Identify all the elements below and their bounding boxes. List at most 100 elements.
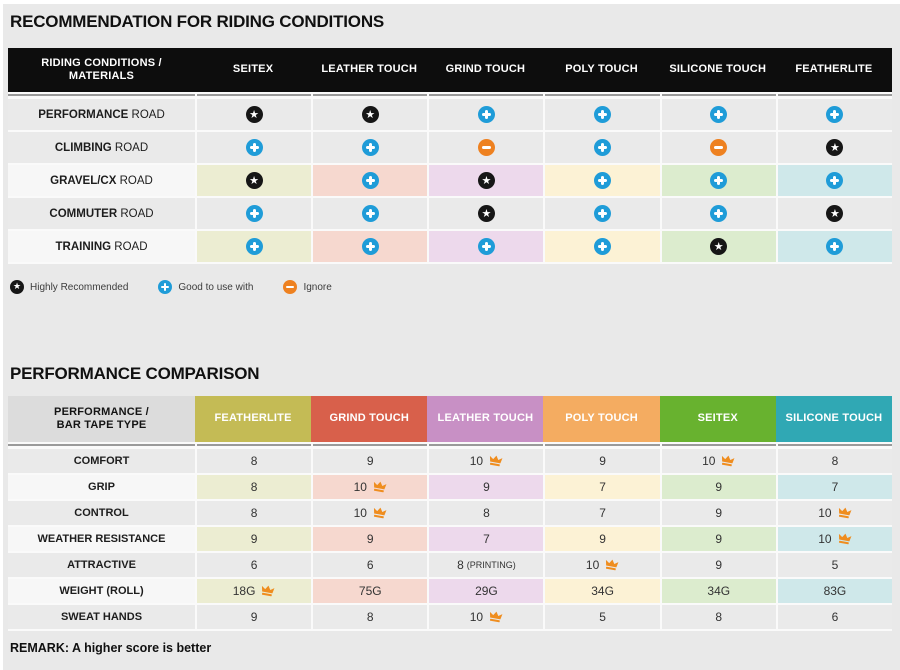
score-cell: 8 [775, 449, 892, 475]
score-cell: 8 [195, 449, 312, 475]
plus-icon [361, 172, 379, 189]
header-divider-segment [775, 92, 892, 99]
row-label-grip: GRIP [8, 475, 195, 501]
crown-icon [838, 507, 852, 519]
performance-table: PERFORMANCE / BAR TAPE TYPE FEATHERLITE GRI… [8, 396, 892, 631]
performance-table-corner-header: PERFORMANCE / BAR TAPE TYPE [8, 396, 195, 442]
header-divider-segment [543, 442, 660, 449]
score-cell: 9 [195, 527, 312, 553]
page: RECOMMENDATION FOR RIDING CONDITIONS RID… [3, 4, 900, 670]
header-divider-segment [659, 92, 776, 99]
score-value: 10 [818, 532, 832, 546]
crown-icon [490, 611, 503, 623]
score-cell: 6 [195, 553, 312, 579]
score-value: 10 [353, 480, 367, 494]
score-value: 7 [831, 480, 839, 494]
score-value: 8 [831, 454, 839, 468]
rating-cell [775, 99, 892, 132]
score-cell: 9 [659, 553, 776, 579]
score-cell: 10 [311, 475, 428, 501]
score-cell: 10 [659, 449, 776, 475]
star-icon: ★ [245, 172, 263, 189]
score-note: (PRINTING) [466, 560, 516, 570]
column-header-leather-touch: LEATHER TOUCH [311, 48, 428, 92]
plus-icon [361, 139, 379, 156]
score-cell: 10 [427, 449, 544, 475]
rating-cell [195, 231, 312, 264]
rating-cell [543, 132, 660, 165]
score-value: 9 [715, 480, 723, 494]
rating-cell [543, 231, 660, 264]
plus-icon [245, 139, 263, 156]
legend-label: Good to use with [178, 281, 254, 293]
column-header-grind-touch: GRIND TOUCH [311, 396, 428, 442]
column-header-seitex: SEITEX [659, 396, 776, 442]
rating-cell [311, 231, 428, 264]
star-icon: ★ [477, 205, 495, 222]
score-value: 10 [469, 454, 484, 468]
column-header-featherlite: FEATHERLITE [775, 48, 892, 92]
score-value: 8 [250, 506, 258, 520]
rating-cell [659, 132, 776, 165]
plus-icon [826, 106, 844, 123]
score-cell: 5 [543, 605, 660, 631]
header-divider-segment [195, 442, 312, 449]
crown-icon [262, 585, 275, 597]
score-value: 9 [483, 480, 490, 494]
score-cell: 8 [311, 605, 428, 631]
rating-cell [311, 198, 428, 231]
score-value: 8 [715, 610, 723, 624]
score-value: 9 [715, 506, 723, 520]
row-label-climbing-road: CLIMBING ROAD [8, 132, 195, 165]
score-cell: 9 [659, 527, 776, 553]
rating-cell: ★ [659, 231, 776, 264]
score-cell: 8 [195, 501, 312, 527]
rating-cell [543, 165, 660, 198]
header-divider-segment [8, 92, 195, 99]
legend-item-ignore: Ignore [283, 280, 332, 294]
plus-icon [361, 238, 379, 255]
column-header-silicone-touch: SILICONE TOUCH [775, 396, 892, 442]
remark: REMARK: A higher score is better [10, 641, 212, 655]
star-icon: ★ [245, 106, 263, 123]
score-cell: 10 [775, 501, 892, 527]
score-cell: 7 [427, 527, 544, 553]
row-label-performance-road: PERFORMANCE ROAD [8, 99, 195, 132]
score-value: 7 [599, 480, 606, 494]
score-cell: 18G [195, 579, 312, 605]
column-header-featherlite: FEATHERLITE [195, 396, 312, 442]
rating-cell: ★ [311, 99, 428, 132]
plus-icon [594, 139, 612, 156]
score-cell: 8 [427, 501, 544, 527]
plus-icon [826, 172, 844, 189]
rating-cell [543, 198, 660, 231]
crown-icon [722, 455, 735, 467]
plus-icon [594, 106, 612, 123]
rating-cell [427, 132, 544, 165]
rating-cell [427, 231, 544, 264]
score-cell: 7 [775, 475, 892, 501]
score-value: 9 [250, 610, 258, 624]
column-header-grind-touch: GRIND TOUCH [427, 48, 544, 92]
score-value: 7 [483, 532, 490, 546]
score-cell: 10 [775, 527, 892, 553]
crown-icon [373, 507, 387, 519]
score-value: 10 [818, 506, 832, 520]
score-cell: 10 [311, 501, 428, 527]
score-value: 10 [353, 506, 367, 520]
score-value: 75G [358, 584, 382, 598]
plus-icon [710, 172, 728, 189]
score-value: 9 [250, 532, 258, 546]
score-value: 8 [250, 480, 258, 494]
column-header-seitex: SEITEX [195, 48, 312, 92]
score-value: 34G [707, 584, 731, 598]
legend-label: Highly Recommended [30, 281, 129, 293]
header-divider-segment [543, 92, 660, 99]
rating-cell [311, 132, 428, 165]
rating-cell [659, 198, 776, 231]
score-value: 8 [250, 454, 258, 468]
column-header-leather-touch: LEATHER TOUCH [427, 396, 544, 442]
score-value: 9 [366, 532, 374, 546]
score-value: 8 [483, 506, 490, 520]
row-label-gravel-cx-road: GRAVEL/CX ROAD [8, 165, 195, 198]
